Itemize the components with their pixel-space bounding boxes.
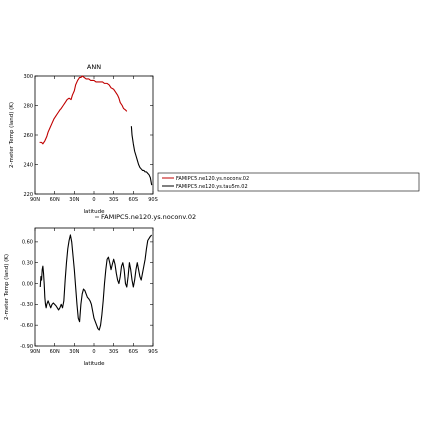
bottom-plot-frame: [34, 227, 154, 347]
top-chart-title: ANN: [87, 63, 101, 71]
legend-entry-series-2: FAMIPC5.ne120.ys.tau5m.02: [176, 184, 248, 190]
bottom-y-tick-label: -0.30: [20, 302, 33, 308]
bottom-x-tick-label: 60S: [129, 349, 139, 355]
bottom-y-tick-label: -0.60: [20, 323, 33, 329]
bottom-y-tick-label: -0.90: [20, 344, 33, 350]
top-y-tick-label: 300: [23, 74, 33, 80]
bottom-y-axis-label: 2-meter Temp (land) (K): [4, 254, 10, 320]
top-series-line-1: [39, 75, 128, 145]
top-x-tick-label: 90S: [148, 197, 158, 203]
bottom-y-tick-label: 0.60: [22, 240, 33, 246]
panel-top: ANN 90N 60N 30N 0 30S 60S 90S 220240260280300 …: [9, 63, 158, 215]
top-x-tick-label: 90N: [30, 197, 40, 203]
top-x-tick-label: 30N: [69, 197, 79, 203]
bottom-series-line-1: [39, 234, 153, 331]
bottom-y-tick-label: 0.00: [22, 281, 33, 287]
top-y-tick-label: 240: [23, 162, 33, 168]
bottom-chart-title: FAMIPC5.ne120.ys.noconv.02: [101, 213, 196, 221]
top-series-line-2: [130, 126, 153, 186]
bottom-x-axis-label: latitude: [83, 361, 105, 367]
top-x-tick-label: 60S: [129, 197, 139, 203]
bottom-x-tick-label: 90S: [148, 349, 158, 355]
legend-entry-series-1: FAMIPC5.ne120.ys.noconv.02: [176, 176, 249, 182]
top-y-axis-label: 2-meter Temp (land) (K): [9, 102, 15, 168]
top-x-tick-label: 30S: [109, 197, 119, 203]
legend-box: [157, 172, 420, 192]
bottom-x-tick-label: 0: [92, 349, 95, 355]
bottom-x-tick-label: 30N: [69, 349, 79, 355]
top-x-axis-label: latitude: [83, 209, 105, 215]
top-y-tick-label: 280: [23, 103, 33, 109]
top-x-tick-label: 60N: [50, 197, 60, 203]
top-plot-frame: [34, 75, 154, 195]
bottom-x-tick-label: 60N: [50, 349, 60, 355]
top-x-tick-label: 0: [92, 197, 95, 203]
legend: FAMIPC5.ne120.ys.noconv.02 FAMIPC5.ne120…: [157, 172, 420, 192]
bottom-x-tick-label: 90N: [30, 349, 40, 355]
bottom-x-tick-label: 30S: [109, 349, 119, 355]
bottom-y-tick-label: 0.30: [22, 261, 33, 267]
top-y-tick-label: 220: [23, 192, 33, 198]
top-y-tick-label: 260: [23, 133, 33, 139]
panel-bottom: FAMIPC5.ne120.ys.noconv.02 90N 60N 30N 0 30S…: [4, 213, 196, 367]
